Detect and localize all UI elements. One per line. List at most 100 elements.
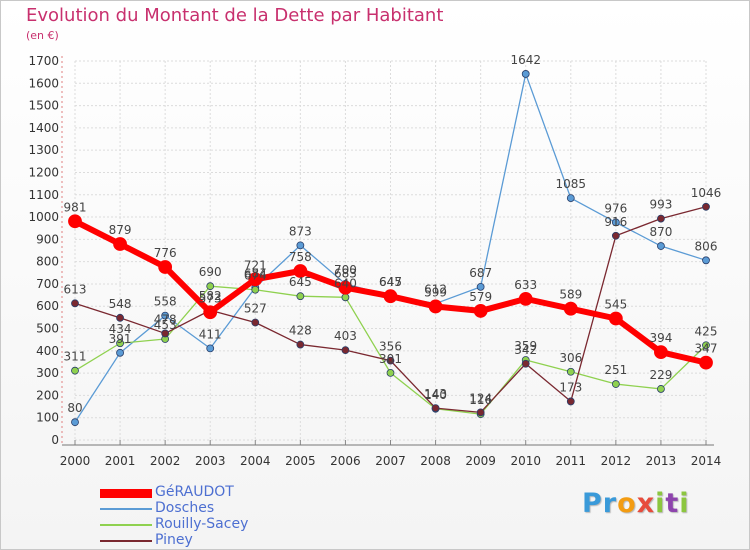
- x-tick-label: 2008: [420, 454, 451, 468]
- data-point-rouilly-sacey: [296, 292, 305, 301]
- logo-letter: o: [617, 488, 637, 519]
- legend-swatch: [100, 524, 152, 526]
- data-point-g-raudot: [293, 264, 308, 278]
- logo-letter: i: [679, 488, 690, 519]
- data-label-dosches: 700: [334, 263, 357, 277]
- data-label-dosches: 647: [379, 275, 402, 289]
- data-label-piney: 143: [424, 387, 447, 401]
- data-label-dosches: 873: [289, 224, 312, 238]
- x-tick-label: 2014: [691, 454, 722, 468]
- data-label-g-raudot: 347: [695, 342, 718, 356]
- data-label-rouilly-sacey: 301: [379, 352, 402, 366]
- data-label-g-raudot: 683: [334, 267, 357, 281]
- data-label-dosches: 391: [109, 332, 132, 346]
- data-point-piney: [702, 202, 710, 211]
- logo-letter: i: [655, 488, 666, 519]
- data-label-rouilly-sacey: 645: [289, 275, 312, 289]
- x-tick-label: 2006: [330, 454, 361, 468]
- data-label-rouilly-sacey: 453: [154, 318, 177, 332]
- data-label-rouilly-sacey: 116: [469, 393, 492, 407]
- y-tick-label: 300: [36, 366, 59, 380]
- legend-item-dosches: Dosches: [100, 500, 400, 517]
- data-point-piney: [521, 359, 530, 368]
- y-tick-label: 900: [36, 232, 59, 246]
- data-label-rouilly-sacey: 311: [64, 350, 87, 364]
- data-label-piney: 428: [289, 324, 312, 338]
- x-tick-label: 2001: [105, 454, 136, 468]
- data-point-piney: [611, 231, 620, 240]
- data-label-piney: 173: [559, 380, 582, 394]
- legend-item-piney: Piney: [100, 532, 400, 549]
- data-point-rouilly-sacey: [566, 367, 575, 376]
- y-tick-label: 1200: [28, 165, 59, 179]
- data-point-g-raudot: [203, 305, 218, 320]
- data-point-rouilly-sacey: [341, 293, 350, 302]
- data-label-rouilly-sacey: 674: [244, 269, 267, 283]
- data-point-piney: [251, 318, 260, 327]
- legend-label: GéRAUDOT: [155, 484, 234, 500]
- data-label-g-raudot: 758: [289, 250, 312, 264]
- data-point-piney: [161, 329, 170, 338]
- data-label-g-raudot: 981: [64, 200, 87, 214]
- x-tick-label: 2013: [646, 454, 677, 468]
- data-label-g-raudot: 573: [199, 291, 222, 305]
- data-point-dosches: [611, 218, 620, 227]
- data-point-rouilly-sacey: [702, 341, 710, 350]
- x-axis-ticks: 2000 2001 2002 2003 2004 2005 2006 2007 2008 2009…: [60, 454, 722, 468]
- proxiti-logo: Proxiti: [582, 488, 690, 519]
- data-label-rouilly-sacey: 640: [334, 276, 357, 290]
- logo-letter: r: [602, 488, 618, 519]
- legend: GéRAUDOT Dosches Rouilly-Sacey Piney: [100, 484, 400, 549]
- data-point-dosches: [476, 282, 485, 291]
- data-label-dosches: 612: [424, 283, 447, 297]
- chart-title: Evolution du Montant de la Dette par Hab…: [26, 5, 444, 26]
- data-point-g-raudot: [608, 311, 623, 326]
- data-point-dosches: [657, 242, 665, 250]
- data-label-dosches: 870: [649, 225, 672, 239]
- data-label-rouilly-sacey: 140: [424, 388, 447, 402]
- data-point-rouilly-sacey: [116, 339, 124, 348]
- data-point-piney: [431, 404, 440, 413]
- data-label-g-raudot: 599: [424, 285, 447, 299]
- y-tick-label: 1300: [28, 143, 59, 157]
- data-point-piney: [566, 397, 575, 406]
- x-tick-label: 2005: [285, 454, 316, 468]
- data-label-piney: 478: [154, 312, 177, 326]
- data-label-rouilly-sacey: 434: [109, 322, 132, 336]
- y-tick-label: 1500: [28, 99, 59, 113]
- data-point-g-raudot: [428, 299, 443, 314]
- y-axis-ticks: 0 100 200 300 400 500 600 700 800 900 1000 1100 1200…: [28, 54, 59, 447]
- data-label-g-raudot: 645: [379, 275, 402, 289]
- logo-letter: t: [665, 488, 680, 519]
- chart-subtitle: (en €): [26, 29, 59, 42]
- data-label-rouilly-sacey: 306: [559, 351, 582, 365]
- data-point-rouilly-sacey: [657, 385, 665, 393]
- data-labels: 80 391 558 411 684 873 700 647 612 687 1642 1085 976…: [64, 53, 722, 415]
- data-point-piney: [341, 346, 350, 355]
- data-label-dosches: 976: [604, 201, 627, 215]
- data-point-piney: [657, 214, 665, 223]
- data-point-rouilly-sacey: [611, 380, 620, 388]
- axes: [61, 56, 714, 446]
- data-label-g-raudot: 633: [514, 278, 537, 292]
- data-point-rouilly-sacey: [206, 282, 215, 291]
- data-point-dosches: [71, 418, 79, 427]
- logo-letter: x: [636, 488, 656, 519]
- data-point-g-raudot: [383, 289, 398, 304]
- y-tick-label: 200: [36, 388, 59, 402]
- data-point-g-raudot: [518, 291, 533, 306]
- y-tick-label: 1000: [28, 210, 59, 224]
- data-point-g-raudot: [113, 237, 127, 251]
- line-chart: 0 100 200 300 400 500 600 700 800 900 1000 1100 1200…: [28, 53, 722, 468]
- data-label-dosches: 1642: [510, 53, 541, 67]
- data-label-rouilly-sacey: 251: [604, 363, 627, 377]
- y-tick-label: 100: [36, 411, 59, 425]
- data-point-piney: [71, 299, 79, 308]
- y-tick-label: 1100: [28, 188, 59, 202]
- legend-item-rouilly-sacey: Rouilly-Sacey: [100, 516, 400, 533]
- data-point-dosches: [116, 348, 124, 357]
- y-tick-label: 700: [36, 277, 59, 291]
- data-point-dosches: [521, 70, 530, 78]
- data-point-g-raudot: [68, 214, 82, 229]
